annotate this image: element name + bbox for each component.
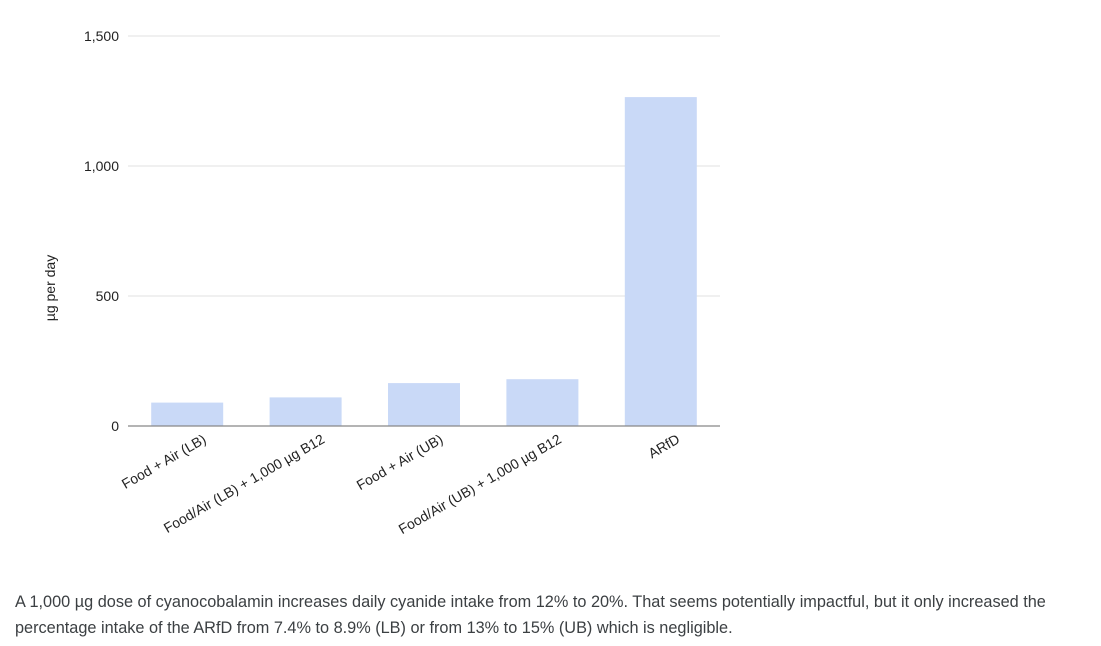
bar-chart: 0 500 1,000 1,500 Food + Air (LB)Food/Air (… (42, 28, 720, 538)
x-tick-label-2: Food + Air (UB) (354, 431, 446, 493)
gridlines (128, 35, 720, 297)
bar-3 (506, 379, 579, 426)
y-tick-label-0: 0 (111, 418, 119, 434)
y-tick-labels: 0 500 1,000 1,500 (84, 28, 119, 434)
bar-4 (624, 97, 697, 426)
y-axis-title: µg per day (42, 255, 58, 321)
x-tick-label-0: Food + Air (LB) (119, 431, 209, 492)
x-tick-label-4: ARfD (645, 431, 682, 462)
y-tick-label-1: 500 (96, 288, 120, 304)
bars (151, 97, 697, 426)
y-tick-label-3: 1,500 (84, 28, 119, 44)
x-tick-labels: Food + Air (LB)Food/Air (LB) + 1,000 µg … (119, 431, 682, 538)
y-tick-label-2: 1,000 (84, 158, 119, 174)
bar-0 (151, 402, 224, 426)
chart-caption: A 1,000 µg dose of cyanocobalamin increa… (15, 593, 1046, 637)
bar-2 (388, 383, 460, 426)
bar-1 (269, 397, 342, 426)
